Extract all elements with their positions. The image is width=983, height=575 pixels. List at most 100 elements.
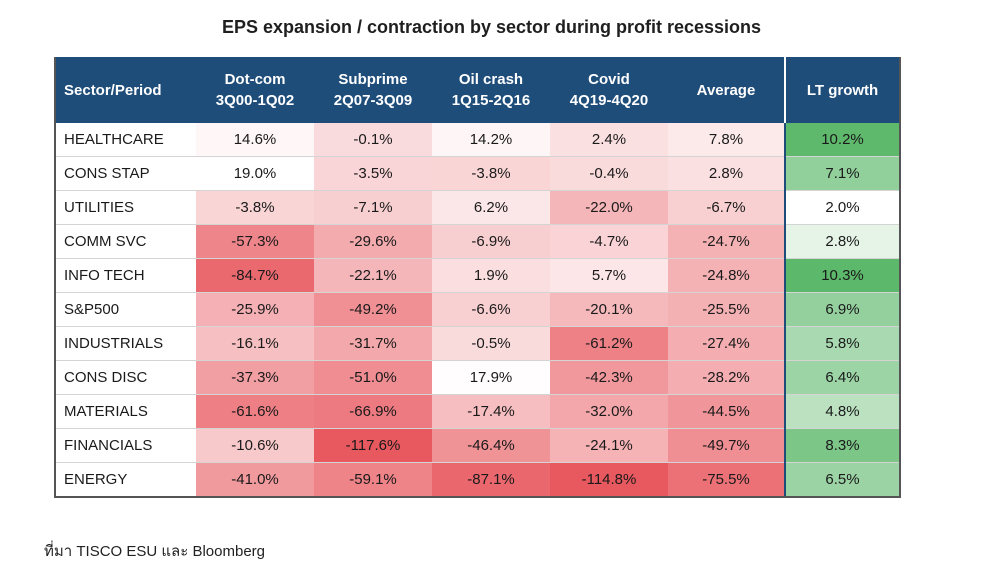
heat-cell: -0.5%	[432, 326, 550, 361]
heat-cell: -10.6%	[196, 428, 314, 463]
heat-cell: -22.1%	[314, 258, 432, 293]
heat-cell: -114.8%	[550, 462, 668, 498]
heat-cell: -0.1%	[314, 123, 432, 157]
column-header-line1: Sector/Period	[64, 81, 162, 99]
heat-cell: -44.5%	[668, 394, 785, 429]
sector-label: INFO TECH	[55, 258, 196, 293]
heat-cell: -117.6%	[314, 428, 432, 463]
column-header: Oil crash 1Q15-2Q16	[432, 57, 550, 123]
source-note: ที่มา TISCO ESU และ Bloomberg	[44, 543, 266, 560]
lt-growth-cell: 6.4%	[784, 360, 900, 395]
heat-cell: 2.8%	[668, 156, 785, 191]
table-row: COMM SVC -57.3% -29.6% -6.9% -4.7% -24.7% 2.8%	[55, 224, 900, 259]
column-header-line1: Subprime	[338, 71, 408, 88]
heat-cell: -66.9%	[314, 394, 432, 429]
heat-cell: 5.7%	[550, 258, 668, 293]
heat-cell: 2.4%	[550, 123, 668, 157]
table-row: UTILITIES -3.8% -7.1% 6.2% -22.0% -6.7% 2.0%	[55, 190, 900, 225]
lt-growth-cell: 8.3%	[784, 428, 900, 463]
heat-cell: -61.2%	[550, 326, 668, 361]
lt-growth-cell: 2.8%	[784, 224, 900, 259]
column-header-line1: Covid	[588, 71, 630, 88]
sector-label: HEALTHCARE	[55, 123, 196, 157]
lt-growth-cell: 6.5%	[784, 462, 900, 498]
column-header-line1: Average	[696, 81, 756, 99]
heat-cell: -27.4%	[668, 326, 785, 361]
table-row: FINANCIALS -10.6% -117.6% -46.4% -24.1% -49.7…	[55, 428, 900, 463]
column-header-line2: 1Q15-2Q16	[451, 92, 531, 109]
heat-cell: -24.8%	[668, 258, 785, 293]
heat-cell: 1.9%	[432, 258, 550, 293]
lt-growth-cell: 2.0%	[784, 190, 900, 225]
table-row: MATERIALS -61.6% -66.9% -17.4% -32.0% -44.5% 4…	[55, 394, 900, 429]
column-header-line1: Oil crash	[458, 71, 524, 88]
heat-cell: -49.7%	[668, 428, 785, 463]
sector-label: FINANCIALS	[55, 428, 196, 463]
heat-cell: -17.4%	[432, 394, 550, 429]
heat-cell: -22.0%	[550, 190, 668, 225]
column-header-line1: LT growth	[806, 81, 879, 99]
column-header: Average	[668, 57, 785, 123]
heat-cell: -6.7%	[668, 190, 785, 225]
lt-growth-cell: 10.3%	[784, 258, 900, 293]
heat-cell: -25.9%	[196, 292, 314, 327]
heat-cell: -24.1%	[550, 428, 668, 463]
heat-cell: -4.7%	[550, 224, 668, 259]
heat-cell: -20.1%	[550, 292, 668, 327]
column-header: Sector/Period	[55, 57, 196, 123]
column-header: Covid 4Q19-4Q20	[550, 57, 668, 123]
heat-cell: -6.9%	[432, 224, 550, 259]
heat-cell: 14.6%	[196, 123, 314, 157]
table-row: S&P500 -25.9% -49.2% -6.6% -20.1% -25.5% 6.9%	[55, 292, 900, 327]
heat-cell: -61.6%	[196, 394, 314, 429]
heat-cell: -3.5%	[314, 156, 432, 191]
column-header-line1: Dot-com	[224, 71, 286, 88]
lt-growth-cell: 6.9%	[784, 292, 900, 327]
table-row: HEALTHCARE 14.6% -0.1% 14.2% 2.4% 7.8% 10.2%	[55, 123, 900, 157]
sector-label: ENERGY	[55, 462, 196, 498]
column-header-line2: 3Q00-1Q02	[215, 92, 295, 109]
table-row: INFO TECH -84.7% -22.1% 1.9% 5.7% -24.8% 10.3%	[55, 258, 900, 293]
heat-cell: -7.1%	[314, 190, 432, 225]
sector-label: S&P500	[55, 292, 196, 327]
heat-cell: -24.7%	[668, 224, 785, 259]
sector-label: INDUSTRIALS	[55, 326, 196, 361]
heat-cell: -3.8%	[432, 156, 550, 191]
lt-growth-cell: 10.2%	[784, 123, 900, 157]
column-header: Dot-com 3Q00-1Q02	[196, 57, 314, 123]
table-row: INDUSTRIALS -16.1% -31.7% -0.5% -61.2% -27.4%…	[55, 326, 900, 361]
column-header-line2: 2Q07-3Q09	[333, 92, 413, 109]
column-header: Subprime 2Q07-3Q09	[314, 57, 432, 123]
table-row: ENERGY -41.0% -59.1% -87.1% -114.8% -75.5% 6.5…	[55, 462, 900, 498]
heat-cell: -6.6%	[432, 292, 550, 327]
table-body: HEALTHCARE 14.6% -0.1% 14.2% 2.4% 7.8% 10.2% CO…	[55, 123, 900, 498]
lt-growth-cell: 7.1%	[784, 156, 900, 191]
header-row: Sector/Period Dot-com 3Q00-1Q02 Subprime 2Q0…	[55, 57, 900, 123]
heat-cell: 19.0%	[196, 156, 314, 191]
heat-cell: -25.5%	[668, 292, 785, 327]
eps-heatmap-table: Sector/Period Dot-com 3Q00-1Q02 Subprime 2Q0…	[54, 57, 901, 498]
heat-cell: -46.4%	[432, 428, 550, 463]
heat-cell: -3.8%	[196, 190, 314, 225]
heat-cell: 6.2%	[432, 190, 550, 225]
heat-cell: -41.0%	[196, 462, 314, 498]
chart-title: EPS expansion / contraction by sector du…	[221, 17, 762, 37]
sector-label: COMM SVC	[55, 224, 196, 259]
lt-growth-cell: 5.8%	[784, 326, 900, 361]
heat-cell: 7.8%	[668, 123, 785, 157]
heat-cell: -28.2%	[668, 360, 785, 395]
heat-cell: -59.1%	[314, 462, 432, 498]
heat-cell: -32.0%	[550, 394, 668, 429]
column-header-line2: 4Q19-4Q20	[569, 92, 649, 109]
table-row: CONS STAP 19.0% -3.5% -3.8% -0.4% 2.8% 7.1%	[55, 156, 900, 191]
sector-label: UTILITIES	[55, 190, 196, 225]
table-row: CONS DISC -37.3% -51.0% 17.9% -42.3% -28.2% 6.…	[55, 360, 900, 395]
heat-cell: -0.4%	[550, 156, 668, 191]
heat-cell: -29.6%	[314, 224, 432, 259]
lt-growth-cell: 4.8%	[784, 394, 900, 429]
column-header: LT growth	[784, 57, 900, 123]
heat-cell: -16.1%	[196, 326, 314, 361]
heat-cell: 14.2%	[432, 123, 550, 157]
sector-label: CONS DISC	[55, 360, 196, 395]
heat-cell: -31.7%	[314, 326, 432, 361]
